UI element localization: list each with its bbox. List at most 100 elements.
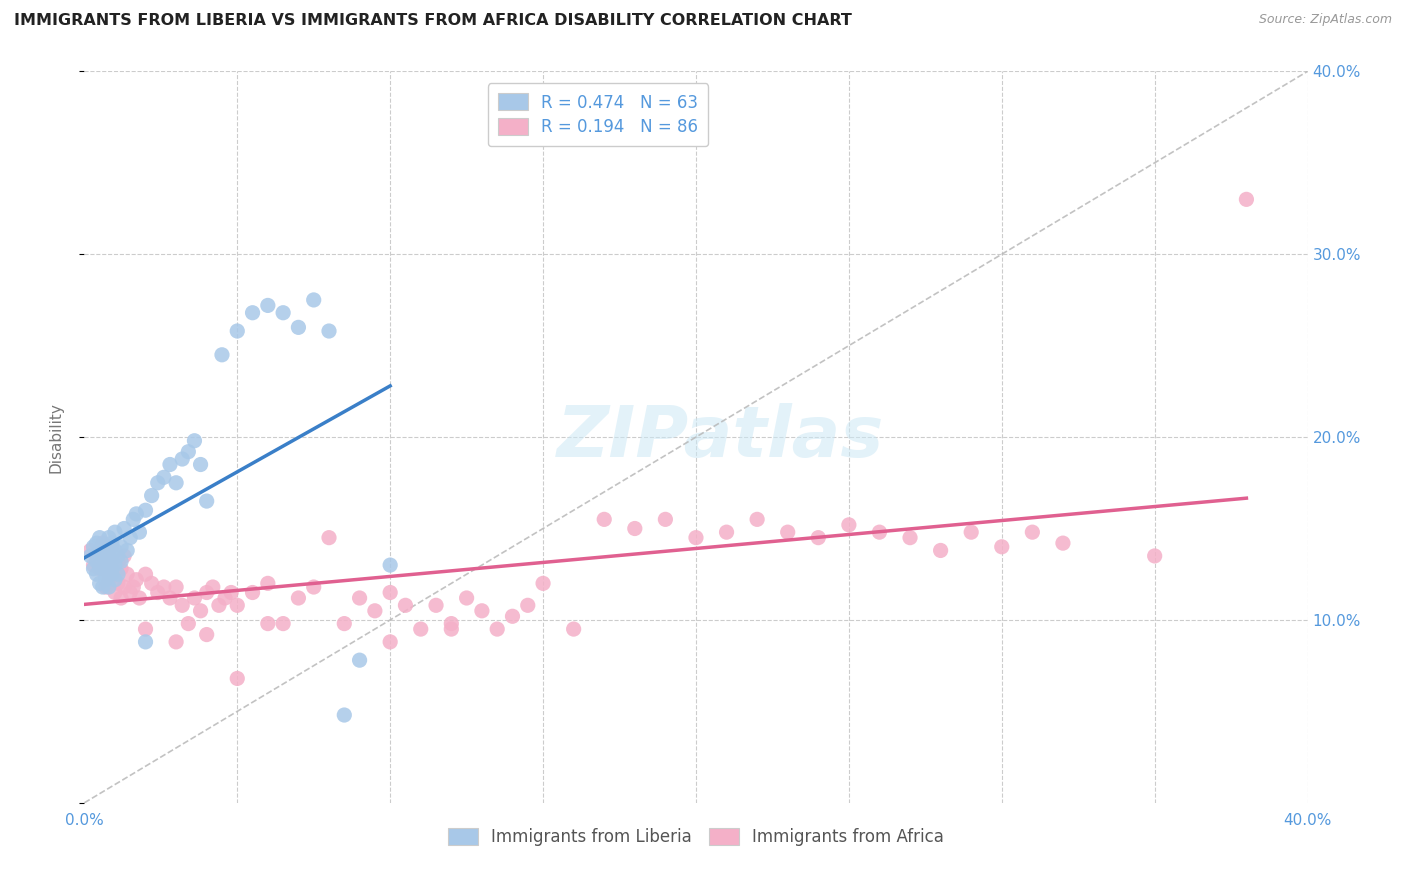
Point [101,567,124,582]
Point [141,489,163,503]
Point [146,475,169,490]
Point [991,540,1014,554]
Point [190,458,212,472]
Point [226,324,249,338]
Point [104,525,127,540]
Point [104,543,127,558]
Point [177,616,200,631]
Point [101,536,124,550]
Point [302,580,325,594]
Text: IMMIGRANTS FROM LIBERIA VS IMMIGRANTS FROM AFRICA DISABILITY CORRELATION CHART: IMMIGRANTS FROM LIBERIA VS IMMIGRANTS FR… [14,13,852,29]
Point [716,525,738,540]
Point [107,576,129,591]
Point [83,540,105,554]
Point [159,458,181,472]
Point [91,536,114,550]
Point [654,512,676,526]
Point [440,616,463,631]
Point [380,558,402,573]
Point [122,580,145,594]
Point [89,562,111,576]
Point [349,591,371,605]
Point [135,567,157,582]
Point [91,580,114,594]
Point [79,549,101,563]
Point [1143,549,1166,563]
Text: ZIPatlas: ZIPatlas [557,402,884,472]
Point [257,616,280,631]
Point [94,573,117,587]
Point [89,531,111,545]
Point [153,580,176,594]
Point [271,616,294,631]
Point [86,536,108,550]
Point [120,585,142,599]
Point [302,293,325,307]
Point [101,562,124,576]
Point [141,576,163,591]
Point [101,540,124,554]
Point [91,562,114,576]
Point [593,512,616,526]
Point [165,580,187,594]
Point [79,543,101,558]
Point [349,653,371,667]
Point [146,585,169,599]
Point [1052,536,1074,550]
Point [120,531,142,545]
Point [97,531,120,545]
Point [380,635,402,649]
Point [104,585,127,599]
Point [94,580,117,594]
Point [91,549,114,563]
Point [208,599,231,613]
Point [115,567,138,582]
Point [242,306,264,320]
Point [112,549,135,563]
Point [104,558,127,573]
Point [195,494,218,508]
Point [110,554,132,568]
Point [214,591,236,605]
Point [94,543,117,558]
Point [190,604,212,618]
Point [86,554,108,568]
Point [104,567,127,582]
Point [115,543,138,558]
Point [104,573,127,587]
Point [425,599,447,613]
Point [333,708,356,723]
Point [165,475,187,490]
Point [776,525,799,540]
Point [122,512,145,526]
Point [153,470,176,484]
Point [89,576,111,591]
Point [440,622,463,636]
Point [107,554,129,568]
Point [201,580,224,594]
Point [257,298,280,312]
Point [898,531,921,545]
Point [94,567,117,582]
Point [929,543,952,558]
Point [685,531,707,545]
Point [747,512,769,526]
Point [183,434,205,448]
Point [838,517,860,532]
Point [97,540,120,554]
Point [318,324,340,338]
Point [211,348,233,362]
Point [1236,192,1258,206]
Point [135,503,157,517]
Point [101,549,124,563]
Point [409,622,432,636]
Point [91,540,114,554]
Point [226,599,249,613]
Point [318,531,340,545]
Point [94,554,117,568]
Point [271,306,294,320]
Point [219,585,242,599]
Point [333,616,356,631]
Point [516,599,538,613]
Point [486,622,509,636]
